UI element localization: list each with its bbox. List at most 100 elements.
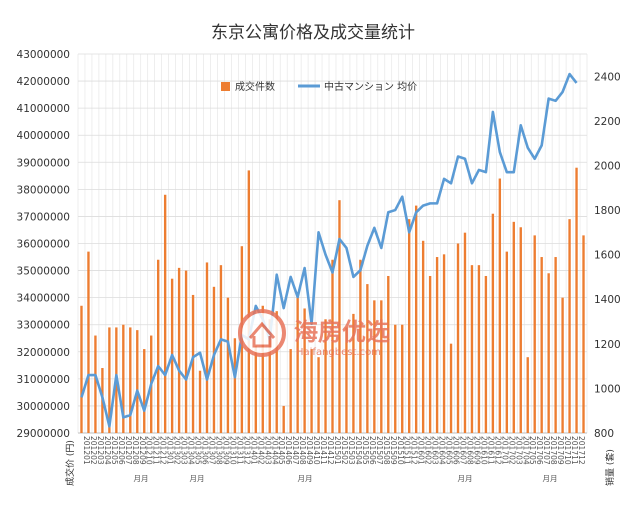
x-axis-labels: 2012012012022012032012042012052012062012… — [82, 436, 586, 483]
x-tick-label: 201608 — [465, 436, 474, 465]
left-axis-tick-label: 31000000 — [17, 374, 70, 386]
x-tick-label: 201502 — [340, 436, 349, 465]
bar — [366, 284, 369, 433]
x-tick-label: 201205 — [110, 436, 119, 465]
bar — [387, 275, 390, 433]
right-axis-tick-label: 1200 — [594, 339, 621, 351]
right-axis-tick-label: 1600 — [594, 250, 621, 262]
line-series — [80, 72, 578, 428]
x-tick-label: 201712 — [577, 436, 586, 465]
bar — [408, 219, 411, 433]
x-tick-label: 201501 — [333, 436, 342, 465]
bar — [275, 311, 278, 433]
bar — [561, 297, 564, 433]
x-tick-label: 201603 — [431, 436, 440, 465]
x-tick-label: 201308 — [214, 436, 223, 465]
bar — [498, 178, 502, 433]
left-axis-tick-label: 29000000 — [17, 428, 70, 440]
legend-bar-swatch — [221, 82, 230, 91]
x-tick-label: 201303 — [180, 436, 189, 465]
x-tick-label: 201410 — [312, 436, 321, 465]
average-price-line — [80, 72, 578, 428]
bar — [526, 357, 529, 433]
bar — [352, 313, 355, 433]
bar — [156, 259, 160, 433]
bar — [310, 349, 313, 433]
bar — [331, 259, 334, 433]
x-tick-label: 201711 — [570, 436, 579, 465]
x-tick-label: 201407 — [291, 436, 300, 465]
legend-line-label: 中古マンション 均价 — [324, 80, 417, 93]
x-tick-label: 201610 — [479, 436, 488, 465]
x-tick-label: 201606 — [452, 436, 461, 465]
x-tick-label: 201511 — [403, 436, 412, 465]
bar — [129, 327, 132, 433]
x-tick-label: 201601 — [417, 436, 426, 465]
x-tick-label: 201604 — [438, 436, 447, 465]
bar — [289, 349, 292, 433]
left-axis-tick-label: 40000000 — [17, 130, 70, 142]
x-tick-label: 201311 — [235, 436, 244, 465]
right-axis-tick-label: 2400 — [594, 71, 621, 83]
bar — [177, 267, 181, 433]
x-tick-label: 201211 — [152, 436, 161, 465]
x-tick-label: 201611 — [486, 436, 495, 465]
x-tick-label: 201401 — [249, 436, 258, 465]
x-tick-label: 201304 — [187, 436, 196, 465]
bar — [359, 259, 362, 433]
x-tick-label: 201510 — [396, 436, 405, 465]
bar — [212, 286, 216, 433]
x-tick-label: 201208 — [131, 436, 140, 465]
x-tick-label: 201408 — [298, 436, 307, 465]
x-tick-label: 201412 — [326, 436, 335, 465]
left-axis-tick-label: 36000000 — [17, 239, 70, 251]
x-axis-unit-label: 月月 — [190, 474, 205, 483]
bar — [575, 167, 578, 433]
x-tick-label: 201309 — [221, 436, 230, 465]
bar — [136, 330, 139, 433]
right-axis-tick-label: 1800 — [594, 205, 621, 217]
x-tick-label: 201403 — [263, 436, 272, 465]
bar — [435, 257, 439, 433]
x-tick-label: 201705 — [528, 436, 537, 465]
bar — [554, 257, 557, 433]
bar — [324, 319, 327, 433]
house-icon — [248, 321, 276, 348]
chart-title: 东京公寓价格及成交量统计 — [211, 23, 415, 43]
left-axis-title: 成交价 (円) — [64, 440, 76, 486]
x-tick-label: 201203 — [96, 436, 105, 465]
bar — [484, 275, 488, 433]
bar — [442, 254, 446, 433]
x-tick-label: 201509 — [389, 436, 398, 465]
x-tick-label: 201202 — [89, 436, 98, 465]
bar — [122, 324, 125, 433]
x-tick-label: 201707 — [542, 436, 551, 465]
bar — [261, 305, 264, 433]
x-tick-label: 201612 — [493, 436, 502, 465]
left-axis-tick-label: 34000000 — [17, 293, 70, 305]
bar-series — [80, 167, 585, 433]
bar — [512, 221, 515, 433]
x-tick-label: 201411 — [319, 436, 328, 465]
x-tick-label: 201305 — [194, 436, 203, 465]
x-tick-label: 201210 — [145, 436, 154, 465]
bar — [108, 327, 111, 433]
right-axis-title: 销量 (套) — [604, 449, 616, 486]
legend[interactable]: 成交件数 中古マンション 均价 — [221, 80, 417, 93]
x-tick-label: 201310 — [228, 436, 237, 465]
x-tick-label: 201406 — [284, 436, 293, 465]
x-tick-label: 201503 — [347, 436, 356, 465]
bar — [205, 262, 209, 433]
x-tick-label: 201702 — [507, 436, 516, 465]
x-axis-unit-label: 月月 — [458, 474, 473, 483]
bar — [94, 335, 97, 433]
bar — [338, 200, 341, 433]
bar — [233, 338, 237, 433]
x-tick-label: 201307 — [207, 436, 216, 465]
right-axis-tick-label: 2000 — [594, 160, 621, 172]
bar — [428, 275, 432, 433]
watermark-url: Haifangbest.com — [296, 347, 381, 358]
x-tick-label: 201703 — [514, 436, 523, 465]
x-tick-label: 201409 — [305, 436, 314, 465]
left-axis-tick-label: 43000000 — [17, 49, 70, 61]
